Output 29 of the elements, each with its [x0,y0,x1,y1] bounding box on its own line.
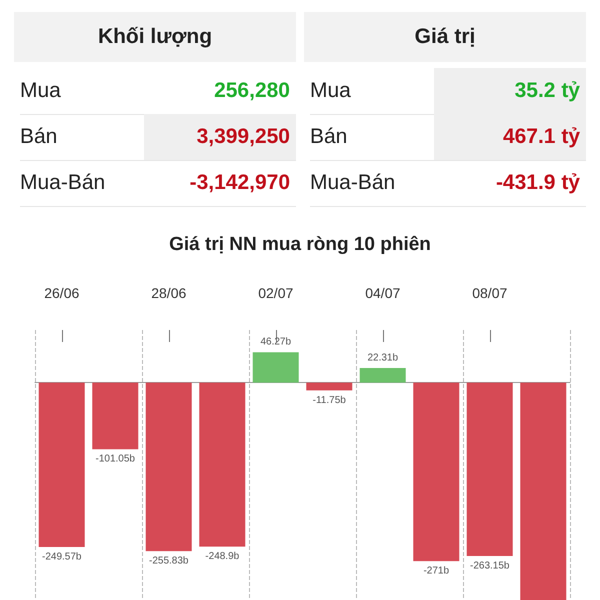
data-label: -11.75b [312,394,346,406]
data-label: -249.57b [42,552,82,563]
text: 35.2 tỷ [434,68,586,115]
text: Giá trị [304,12,586,62]
data-label: 46.27b [260,336,292,348]
text: Mua-Bán [310,160,434,207]
text: 256,280 [144,68,296,115]
text: Bán [20,114,144,161]
text: Mua [310,68,434,115]
text: 3,399,250 [144,114,296,161]
data-label: -255.83b [149,556,189,567]
x-tick-label: 02/07 [258,285,294,301]
x-tick-label: 26/06 [44,285,80,301]
data-label: -101.05b [96,454,136,465]
x-tick-label: 28/06 [151,285,186,301]
x-tick-label: 04/07 [365,285,400,301]
data-label: 22.31b [367,352,398,364]
text: Khối lượng [14,12,296,62]
data-label: -248.9b [205,551,240,562]
text: -3,142,970 [144,160,296,207]
data-label: -271b [423,566,450,577]
text: -431.9 tỷ [434,160,586,207]
x-tick-label: 08/07 [472,285,508,301]
chart-title: Giá trị NN mua ròng 10 phiên [169,234,431,255]
text: Bán [310,114,434,161]
text: Mua-Bán [20,160,144,207]
text: 467.1 tỷ [434,114,586,161]
data-label: -263.15b [470,560,510,572]
text: Mua [20,68,144,115]
